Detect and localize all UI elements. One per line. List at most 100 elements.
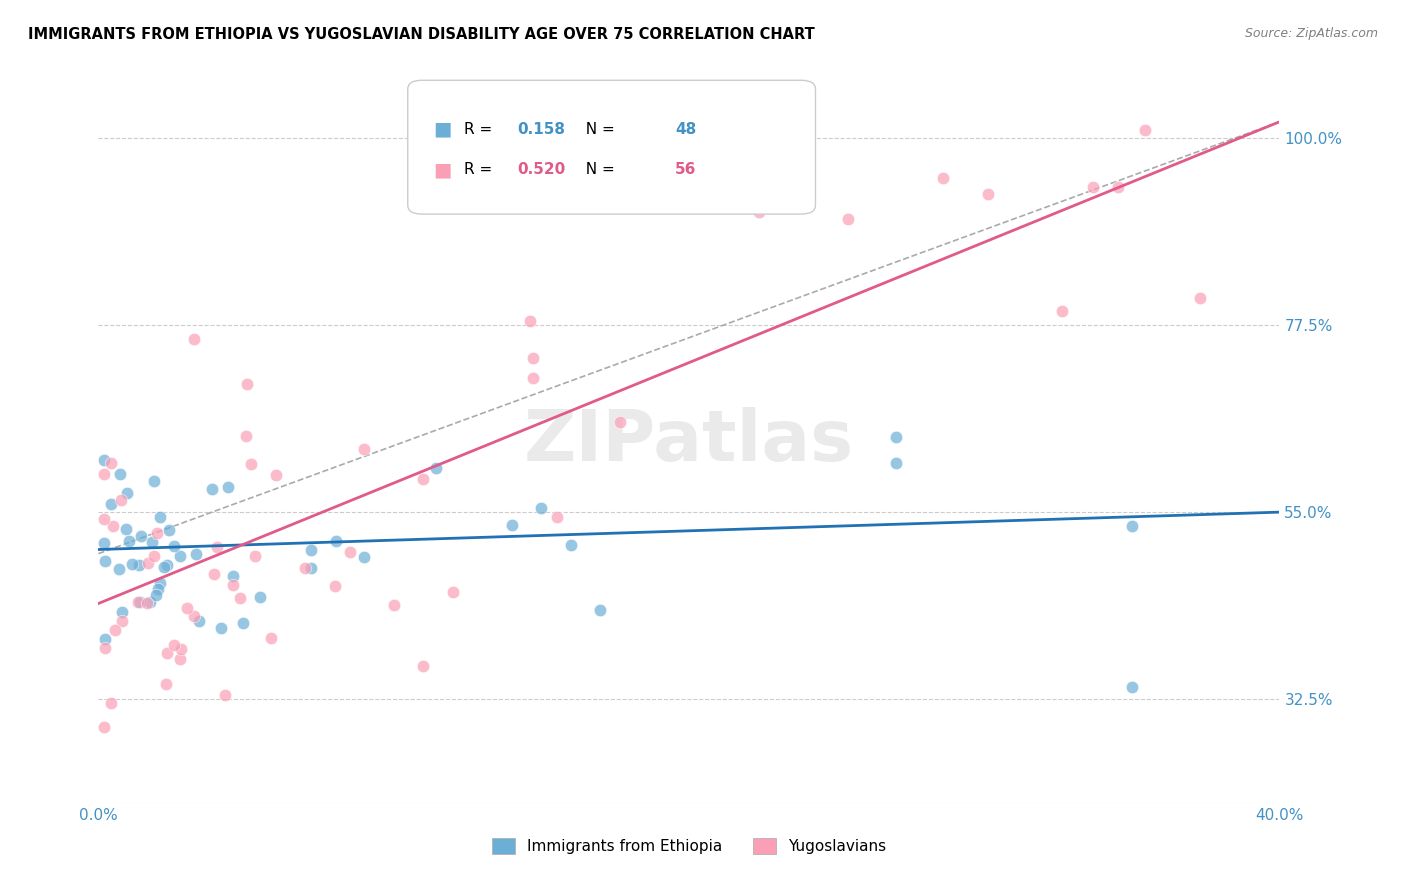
Point <box>121 558 143 572</box>
Point <box>156 646 179 660</box>
Point <box>560 538 582 552</box>
Point <box>157 524 180 538</box>
Point <box>108 467 131 481</box>
Point <box>129 529 152 543</box>
Point <box>169 549 191 564</box>
Point <box>609 415 631 429</box>
Text: Source: ZipAtlas.com: Source: ZipAtlas.com <box>1244 27 1378 40</box>
Point <box>884 430 907 444</box>
Point <box>264 468 287 483</box>
Point <box>186 547 208 561</box>
Point <box>100 456 122 470</box>
Point <box>299 543 322 558</box>
Point <box>1050 303 1073 318</box>
Point <box>1135 123 1157 137</box>
Point <box>142 549 165 564</box>
Text: R =: R = <box>464 162 498 177</box>
Point <box>412 472 434 486</box>
Point <box>209 622 232 636</box>
Point <box>163 638 186 652</box>
Point <box>239 458 262 472</box>
Point <box>170 642 193 657</box>
Point <box>260 631 283 645</box>
Point <box>382 598 405 612</box>
Point <box>323 579 346 593</box>
Point <box>339 544 361 558</box>
Point <box>163 540 186 554</box>
Text: ZIPatlas: ZIPatlas <box>524 407 853 476</box>
Point <box>143 474 166 488</box>
Point <box>188 614 211 628</box>
Point <box>100 696 122 710</box>
Point <box>243 549 266 564</box>
Point <box>1121 519 1143 533</box>
Point <box>93 453 115 467</box>
Point <box>1121 680 1143 694</box>
Point <box>145 588 167 602</box>
Point <box>589 603 612 617</box>
Legend: Immigrants from Ethiopia, Yugoslavians: Immigrants from Ethiopia, Yugoslavians <box>485 832 893 860</box>
Point <box>217 480 239 494</box>
Point <box>221 569 243 583</box>
Point <box>135 596 157 610</box>
Point <box>104 623 127 637</box>
Point <box>183 608 205 623</box>
Point <box>249 590 271 604</box>
Point <box>201 482 224 496</box>
Point <box>148 582 170 596</box>
Point <box>128 595 150 609</box>
Point <box>156 558 179 572</box>
Point <box>93 536 115 550</box>
Point <box>136 557 159 571</box>
Text: R =: R = <box>464 122 498 136</box>
Point <box>149 509 172 524</box>
Point <box>353 442 375 456</box>
Point <box>519 313 541 327</box>
Point <box>138 595 160 609</box>
Point <box>94 640 117 655</box>
Point <box>236 377 259 392</box>
Point <box>425 461 447 475</box>
Point <box>441 585 464 599</box>
Point <box>1081 180 1104 194</box>
Point <box>115 522 138 536</box>
Point <box>115 486 138 500</box>
Point <box>149 575 172 590</box>
Point <box>202 567 225 582</box>
Point <box>94 632 117 647</box>
Point <box>111 614 134 628</box>
Point <box>155 676 177 690</box>
Point <box>169 651 191 665</box>
Point <box>205 540 228 554</box>
Point <box>546 510 568 524</box>
Point <box>325 534 347 549</box>
Point <box>127 595 149 609</box>
Point <box>93 511 115 525</box>
Text: 48: 48 <box>675 122 696 136</box>
Point <box>1188 291 1211 305</box>
Text: 56: 56 <box>675 162 696 177</box>
Point <box>214 689 236 703</box>
Point <box>222 578 245 592</box>
Point <box>110 493 132 508</box>
Point <box>117 534 139 549</box>
Point <box>1108 180 1130 194</box>
Point <box>294 561 316 575</box>
Point <box>501 518 523 533</box>
Point <box>176 601 198 615</box>
Point <box>232 616 254 631</box>
Point <box>522 351 544 365</box>
Point <box>101 519 124 533</box>
Point <box>100 497 122 511</box>
Point <box>884 456 907 470</box>
Point <box>93 720 115 734</box>
Point <box>522 371 544 385</box>
Point <box>110 606 132 620</box>
Text: ■: ■ <box>433 120 451 139</box>
Point <box>299 561 322 575</box>
Text: N =: N = <box>576 162 620 177</box>
Point <box>748 205 770 219</box>
Point <box>107 562 129 576</box>
Point <box>353 550 375 565</box>
Point <box>530 500 553 515</box>
